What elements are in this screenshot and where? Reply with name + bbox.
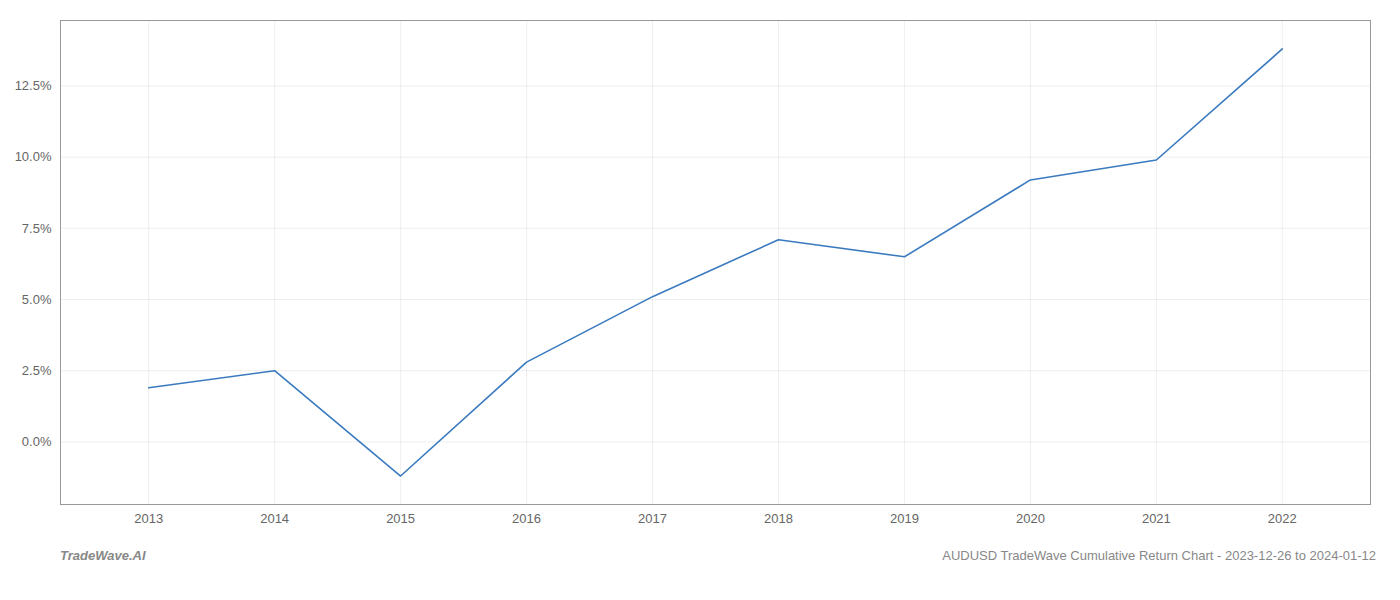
svg-text:0.0%: 0.0% — [22, 434, 52, 449]
svg-text:2015: 2015 — [386, 511, 415, 526]
html-text:TradeWave.AI: TradeWave.AI — [60, 548, 146, 563]
html-text:AUDUSD TradeWave Cumulative Re: AUDUSD TradeWave Cumulative Return Chart… — [942, 548, 1376, 563]
svg-text:10.0%: 10.0% — [15, 149, 52, 164]
svg-text:2014: 2014 — [260, 511, 289, 526]
svg-text:2018: 2018 — [764, 511, 793, 526]
svg-text:2013: 2013 — [134, 511, 163, 526]
svg-text:2.5%: 2.5% — [22, 363, 52, 378]
svg-text:2017: 2017 — [638, 511, 667, 526]
svg-text:2021: 2021 — [1142, 511, 1171, 526]
svg-text:2020: 2020 — [1016, 511, 1045, 526]
svg-text:7.5%: 7.5% — [22, 220, 52, 235]
svg-text:5.0%: 5.0% — [22, 292, 52, 307]
svg-text:2019: 2019 — [890, 511, 919, 526]
svg-text:2022: 2022 — [1268, 511, 1297, 526]
svg-text:12.5%: 12.5% — [15, 78, 52, 93]
svg-text:2016: 2016 — [512, 511, 541, 526]
